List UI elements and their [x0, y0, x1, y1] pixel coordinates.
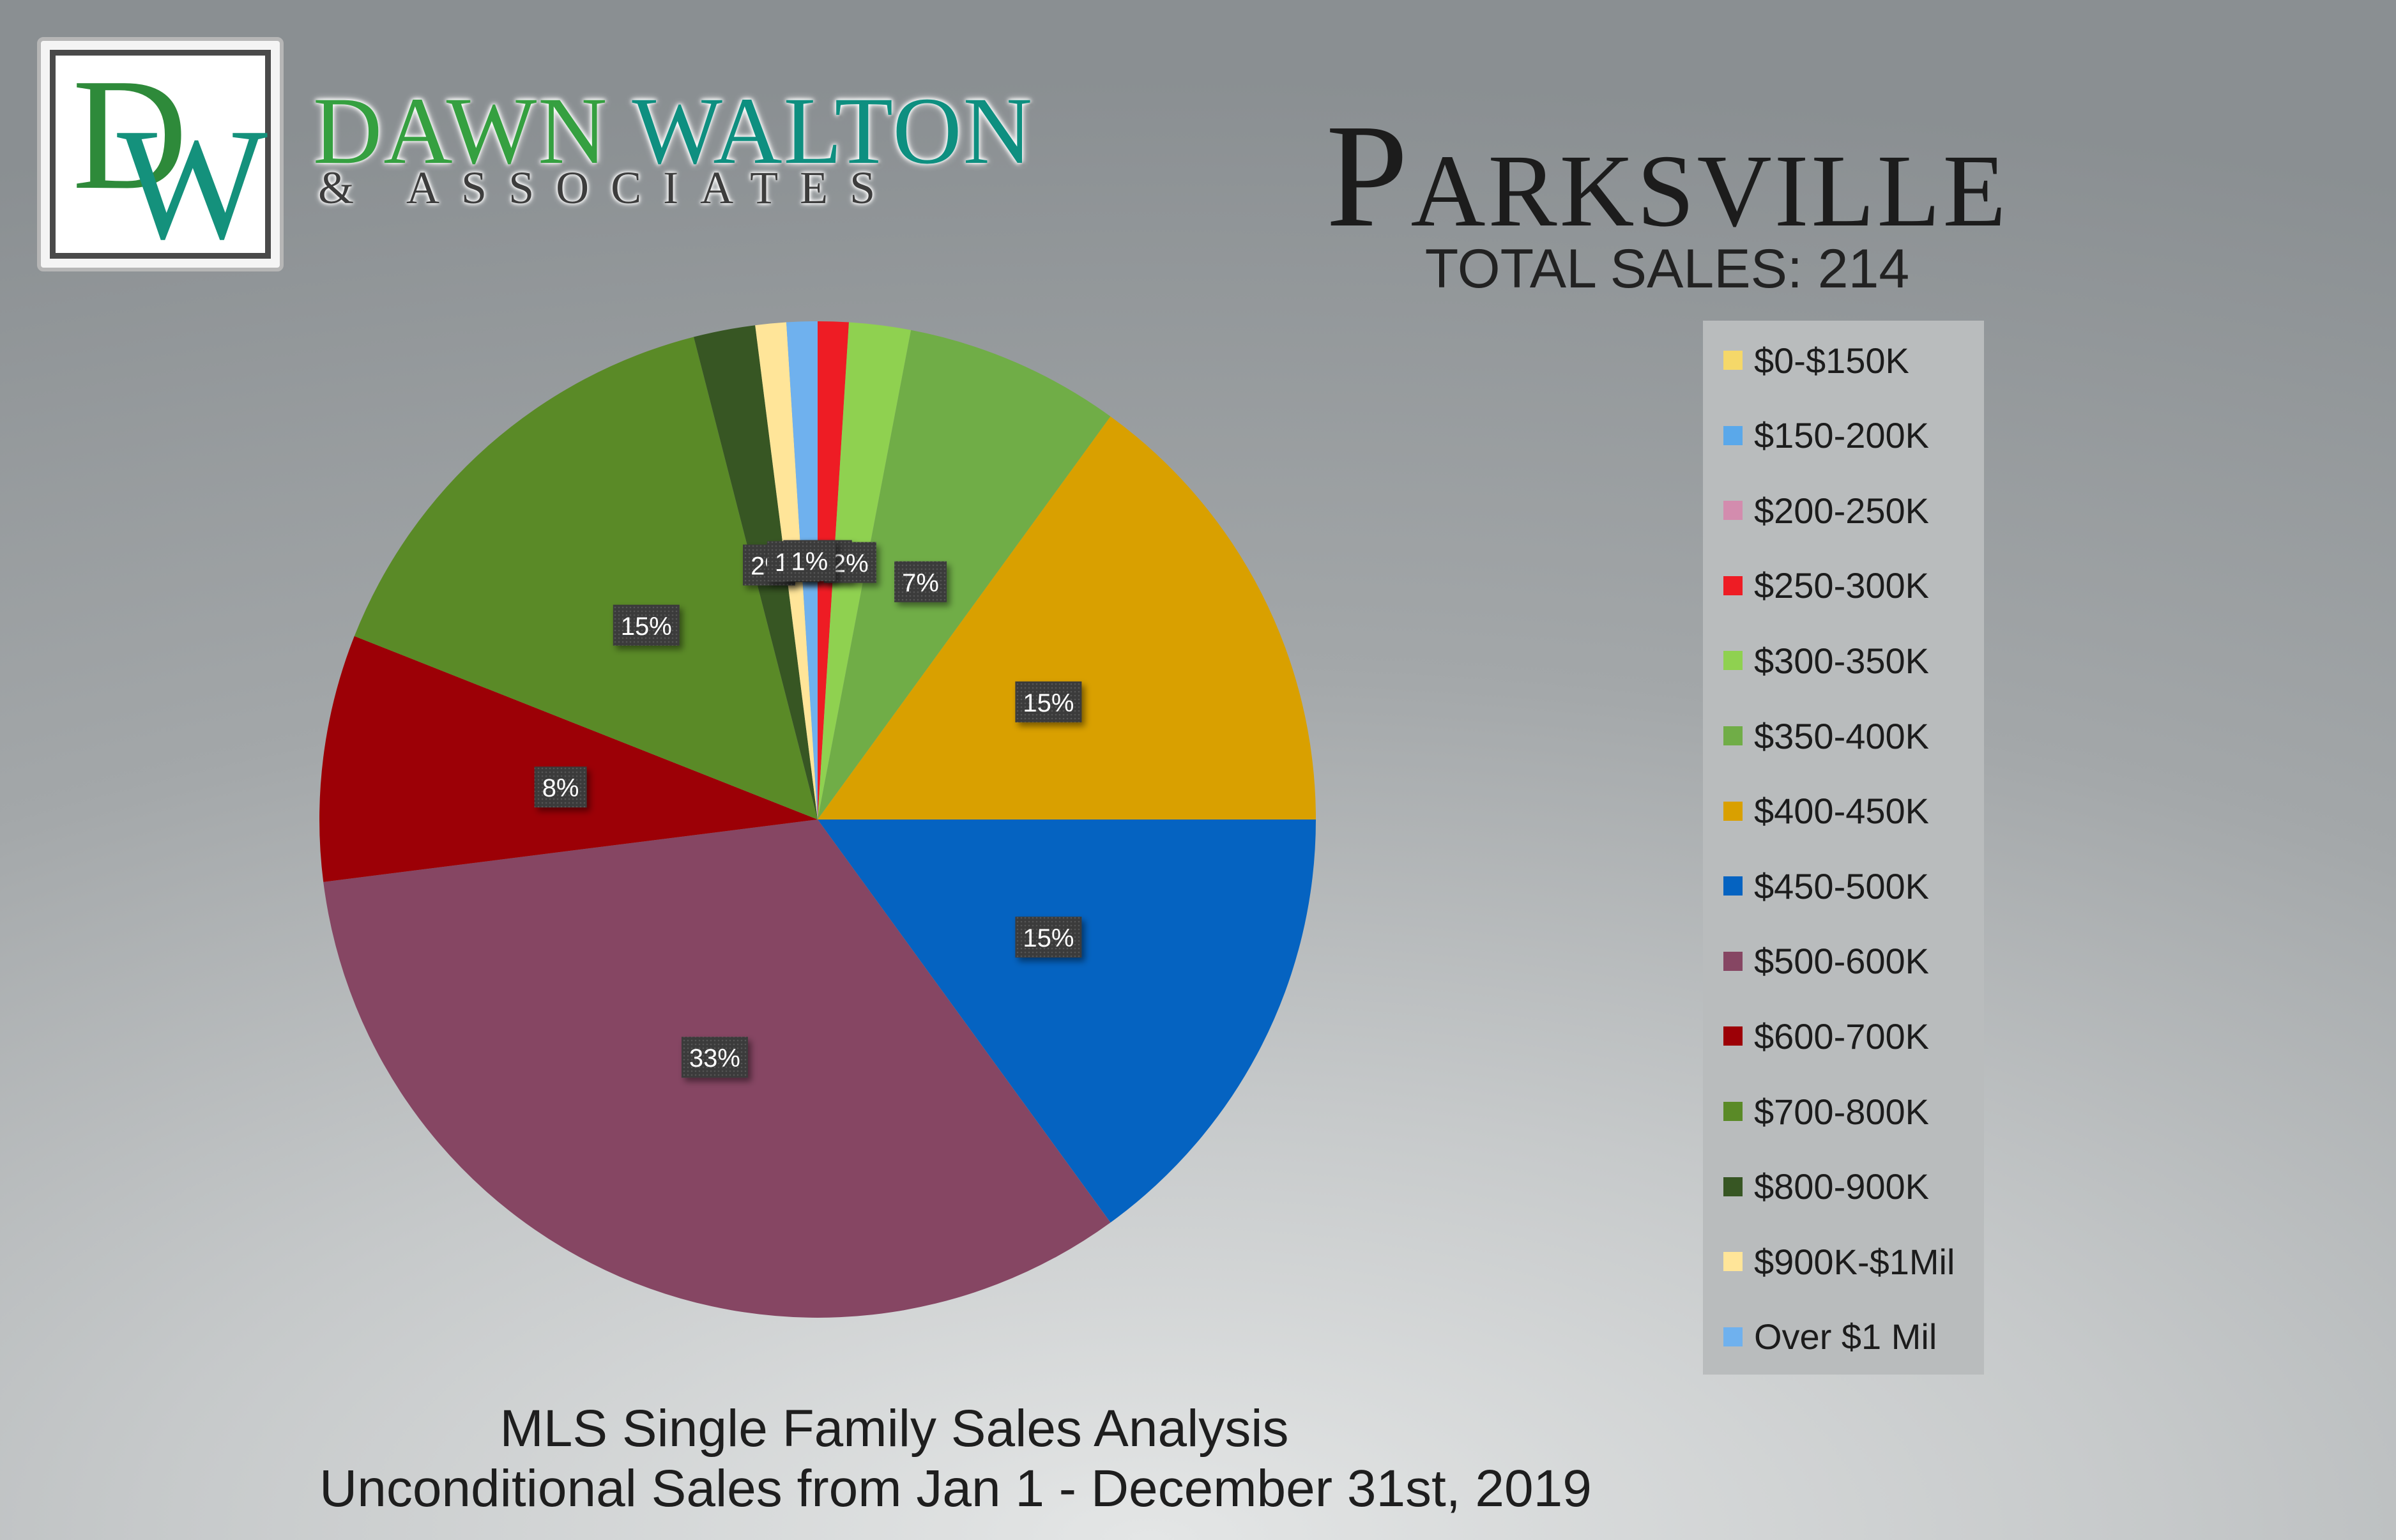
- legend-item-400-450k: $400-450K: [1723, 789, 1929, 834]
- legend-swatch: [1723, 726, 1743, 745]
- legend-label: $250-300K: [1754, 565, 1930, 606]
- legend-item-700-800k: $700-800K: [1723, 1089, 1929, 1134]
- footer-line-1: MLS Single Family Sales Analysis: [500, 1399, 1289, 1458]
- logo-letter-d: D: [72, 46, 188, 223]
- legend-item-300-350k: $300-350K: [1723, 638, 1929, 683]
- legend-label: $700-800K: [1754, 1091, 1930, 1132]
- total-sales: TOTAL SALES: 214: [1424, 238, 1910, 300]
- legend-label: $500-600K: [1754, 941, 1930, 982]
- legend-item-500-600k: $500-600K: [1723, 939, 1929, 984]
- data-label-text: 2%: [832, 550, 869, 578]
- data-label-text: 8%: [542, 774, 579, 802]
- legend-item-450-500k: $450-500K: [1723, 864, 1929, 908]
- pie-slice-600-700k: [319, 636, 818, 882]
- legend-swatch: [1723, 1026, 1743, 1046]
- pie-slice-400-450k: [818, 416, 1316, 820]
- brand-name-first: DAWN: [313, 78, 609, 184]
- legend-swatch: [1723, 1177, 1743, 1196]
- legend-label: $300-350K: [1754, 640, 1930, 681]
- logo-frame: D W: [50, 46, 271, 273]
- pie-slice-700-800k: [354, 337, 818, 820]
- data-label-over-1-mil: 1%: [783, 540, 836, 581]
- legend-item-800-900k: $800-900K: [1723, 1164, 1929, 1209]
- legend-swatch: [1723, 651, 1743, 671]
- legend-label: $800-900K: [1754, 1166, 1930, 1207]
- legend-item-600-700k: $600-700K: [1723, 1014, 1929, 1058]
- logo-letter-w: W: [117, 96, 268, 273]
- legend-swatch: [1723, 425, 1743, 445]
- legend-label: $150-200K: [1754, 415, 1930, 456]
- legend-label: $200-250K: [1754, 490, 1930, 531]
- legend-swatch: [1723, 951, 1743, 971]
- legend-swatch: [1723, 876, 1743, 896]
- brand-subtitle: & ASSOCIATES: [318, 162, 897, 213]
- data-label-450-500k: 15%: [1015, 917, 1082, 958]
- pie-slice-350-400k: [818, 330, 1111, 820]
- legend-label: $900K-$1Mil: [1754, 1241, 1955, 1282]
- legend-label: $450-500K: [1754, 865, 1930, 906]
- data-label-400-450k: 15%: [1015, 681, 1082, 722]
- logo: D W: [37, 37, 284, 273]
- brand-name-last: WALTON: [632, 78, 1034, 184]
- legend-item-0-150k: $0-$150K: [1723, 338, 1909, 383]
- legend-label: $0-$150K: [1754, 340, 1909, 381]
- legend-swatch: [1723, 1252, 1743, 1272]
- legend-label: $600-700K: [1754, 1016, 1930, 1056]
- data-label-700-800k: 15%: [613, 604, 680, 646]
- legend-item-200-250k: $200-250K: [1723, 488, 1929, 533]
- legend-item-350-400k: $350-400K: [1723, 713, 1929, 758]
- legend-swatch: [1723, 1102, 1743, 1121]
- legend-swatch: [1723, 576, 1743, 595]
- legend-swatch: [1723, 1327, 1743, 1346]
- legend-item-over-1-mil: Over $1 Mil: [1723, 1315, 1937, 1359]
- data-label-text: 15%: [621, 613, 672, 641]
- data-label-350-400k: 7%: [894, 561, 947, 602]
- chart-title: Parksville: [1325, 94, 2009, 258]
- legend-item-250-300k: $250-300K: [1723, 563, 1929, 608]
- legend-swatch: [1723, 501, 1743, 521]
- legend-item-150-200k: $150-200K: [1723, 413, 1929, 458]
- legend-swatch: [1723, 351, 1743, 370]
- data-label-text: 33%: [689, 1044, 740, 1072]
- pie-slice-450-500k: [818, 820, 1316, 1223]
- legend-swatch: [1723, 801, 1743, 821]
- data-label-600-700k: 8%: [534, 766, 587, 808]
- data-label-text: 1%: [791, 548, 828, 576]
- brand-name: DAWN WALTON: [313, 83, 1034, 179]
- data-label-text: 15%: [1023, 924, 1074, 952]
- data-label-text: 7%: [902, 569, 939, 597]
- legend: $0-$150K $150-200K $200-250K $250-300K $300-…: [1703, 321, 1984, 1375]
- legend-label: $350-400K: [1754, 715, 1930, 756]
- legend-label: Over $1 Mil: [1754, 1316, 1937, 1357]
- legend-item-900k-1mil: $900K-$1Mil: [1723, 1239, 1955, 1284]
- data-label-text: 15%: [1023, 689, 1074, 717]
- data-label-500-600k: 33%: [681, 1037, 748, 1078]
- footer-line-2: Unconditional Sales from Jan 1 - Decembe…: [319, 1460, 1592, 1518]
- legend-label: $400-450K: [1754, 791, 1930, 832]
